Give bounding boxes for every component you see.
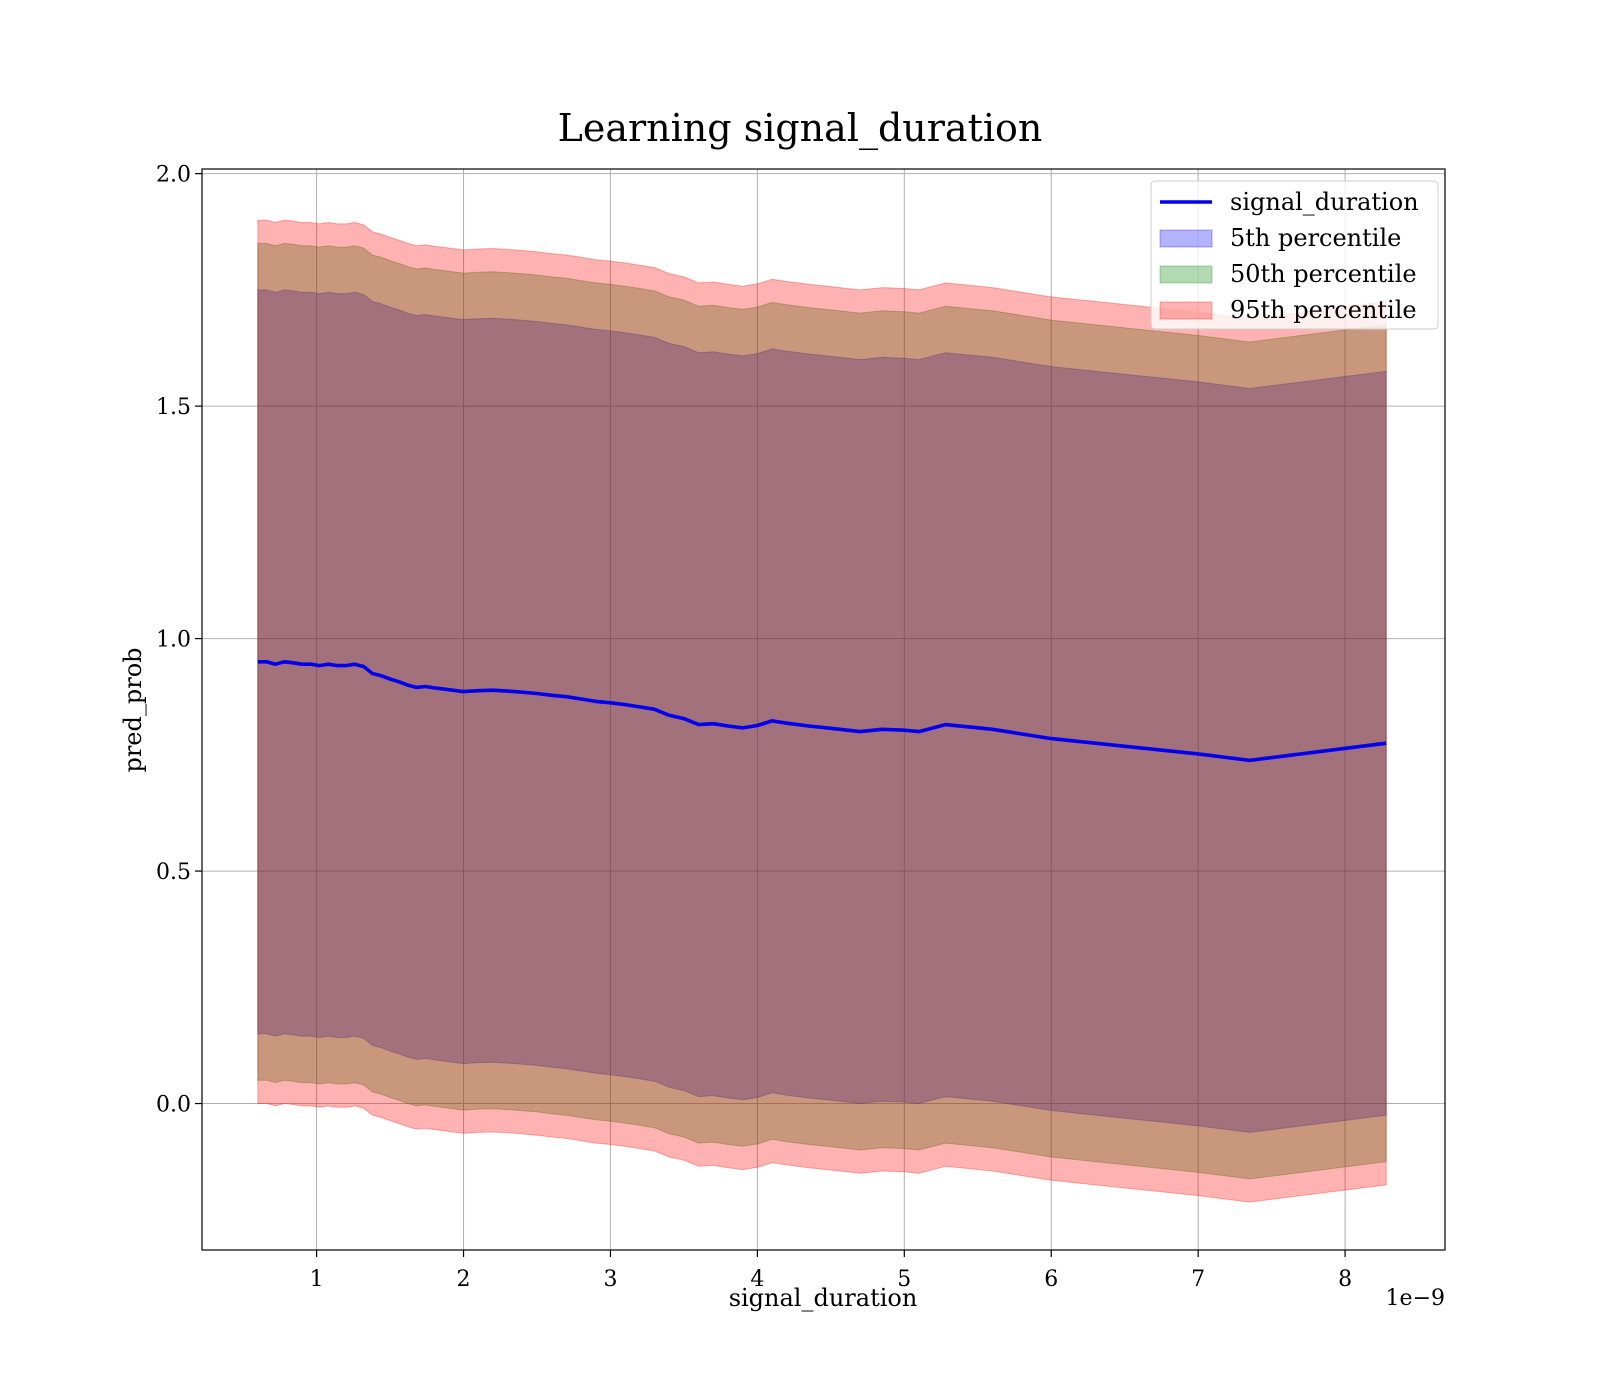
legend-label: 50th percentile <box>1230 260 1417 288</box>
legend-swatch-95th-percentile <box>1159 301 1213 320</box>
y-tick-label: 0.0 <box>156 1093 191 1118</box>
x-tick-label: 4 <box>750 1267 764 1292</box>
y-tick-label: 1.5 <box>156 395 191 420</box>
y-tick-label: 2.0 <box>156 163 191 188</box>
x-tick-label: 1 <box>310 1267 324 1292</box>
band-50th-percentile <box>257 242 1387 1180</box>
x-tick-label: 3 <box>603 1267 617 1292</box>
series-lines <box>257 659 1387 763</box>
plot-frame <box>201 168 1446 1251</box>
y-axis-label: pred_prob <box>119 647 147 772</box>
grid <box>202 169 1445 1250</box>
x-axis-label: signal_duration <box>729 1284 918 1312</box>
legend: signal_duration 5th percentile 50th percen… <box>1150 180 1439 330</box>
axis-ticks: 1 2 3 4 5 6 7 8 0.0 0.5 1.0 1.5 2.0 <box>156 163 1352 1292</box>
legend-swatch-50th-percentile <box>1159 265 1213 284</box>
legend-label: 5th percentile <box>1230 224 1401 252</box>
x-tick-label: 5 <box>897 1267 911 1292</box>
series-line-signal-duration <box>257 659 1387 763</box>
x-tick-label: 7 <box>1191 1267 1205 1292</box>
x-offset-label: 1e−9 <box>1386 1286 1445 1311</box>
y-tick-label: 0.5 <box>156 860 191 885</box>
percentile-bands <box>257 219 1387 1203</box>
x-tick-label: 6 <box>1044 1267 1058 1292</box>
chart-title: Learning signal_duration <box>558 106 1043 151</box>
legend-box <box>1150 180 1439 330</box>
legend-label: signal_duration <box>1230 188 1419 216</box>
band-5th-percentile <box>257 289 1387 1133</box>
x-tick-label: 2 <box>457 1267 471 1292</box>
y-tick-label: 1.0 <box>156 628 191 653</box>
band-95th-percentile <box>257 219 1387 1203</box>
legend-swatch-5th-percentile <box>1159 229 1213 248</box>
x-tick-label: 8 <box>1338 1267 1352 1292</box>
legend-label: 95th percentile <box>1230 296 1417 324</box>
